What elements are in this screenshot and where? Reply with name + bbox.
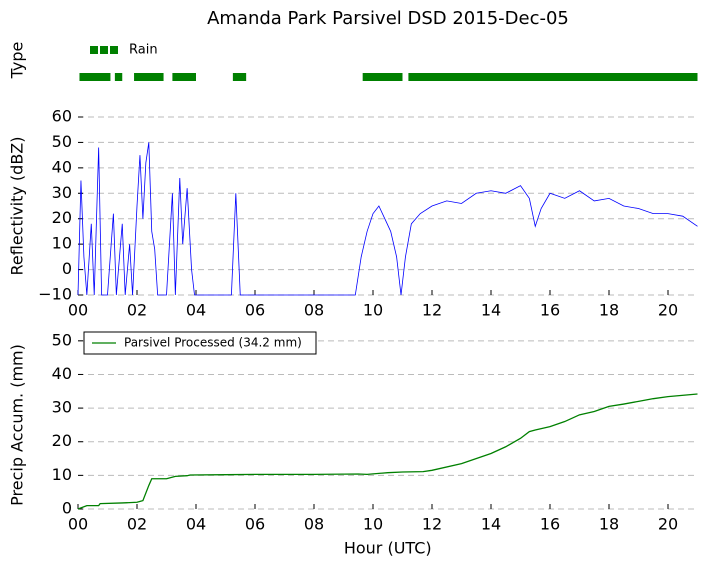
y-tick-label: 50 [52, 330, 72, 349]
chart-title: Amanda Park Parsivel DSD 2015-Dec-05 [207, 8, 569, 29]
x-tick-label: 04 [186, 301, 206, 320]
rain-segment [232, 73, 247, 81]
y-tick-label: 10 [52, 234, 72, 253]
y-tick-label: 10 [52, 465, 72, 484]
x-axis-label: Hour (UTC) [344, 539, 432, 558]
y-tick-label: 40 [52, 157, 72, 176]
x-tick-label: 06 [245, 515, 265, 534]
y-tick-label: 60 [52, 107, 72, 126]
y-axis-label: Precip Accum. (mm) [8, 344, 27, 506]
legend-label: Rain [129, 43, 158, 58]
data-line [77, 142, 698, 296]
legend-label: Parsivel Processed (34.2 mm) [124, 336, 302, 350]
legend-swatch [110, 46, 118, 54]
y-tick-label: 20 [52, 431, 72, 450]
y-axis-label: Reflectivity (dBZ) [8, 137, 27, 276]
x-tick-label: 12 [422, 301, 442, 320]
y-tick-label: 50 [52, 132, 72, 151]
x-tick-label: 10 [363, 515, 383, 534]
x-tick-label: 02 [127, 515, 147, 534]
y-tick-label: −10 [38, 285, 72, 304]
x-tick-label: 18 [599, 301, 619, 320]
legend-swatch [100, 46, 108, 54]
x-tick-label: 20 [658, 301, 678, 320]
data-line [77, 393, 698, 510]
x-tick-label: 16 [540, 515, 560, 534]
legend-swatch [90, 46, 98, 54]
rain-segment [408, 73, 698, 81]
x-tick-label: 00 [68, 515, 88, 534]
rain-segment [362, 73, 403, 81]
legend-box [83, 331, 317, 355]
x-tick-label: 10 [363, 301, 383, 320]
x-tick-label: 00 [68, 301, 88, 320]
rain-segment [134, 73, 164, 81]
y-axis-label: Type [8, 42, 27, 80]
x-tick-label: 16 [540, 301, 560, 320]
y-tick-label: 0 [62, 499, 72, 518]
y-tick-label: 30 [52, 183, 72, 202]
y-tick-label: 0 [62, 259, 72, 278]
y-tick-label: 20 [52, 208, 72, 227]
x-tick-label: 04 [186, 515, 206, 534]
x-tick-label: 14 [481, 301, 501, 320]
x-tick-label: 20 [658, 515, 678, 534]
rain-segment [114, 73, 123, 81]
x-tick-label: 12 [422, 515, 442, 534]
x-tick-label: 02 [127, 301, 147, 320]
x-tick-label: 08 [304, 301, 324, 320]
x-tick-label: 18 [599, 515, 619, 534]
y-tick-label: 30 [52, 398, 72, 417]
rain-segment [172, 73, 196, 81]
x-tick-label: 08 [304, 515, 324, 534]
y-tick-label: 40 [52, 364, 72, 383]
rain-segment [79, 73, 111, 81]
x-tick-label: 14 [481, 515, 501, 534]
x-tick-label: 06 [245, 301, 265, 320]
